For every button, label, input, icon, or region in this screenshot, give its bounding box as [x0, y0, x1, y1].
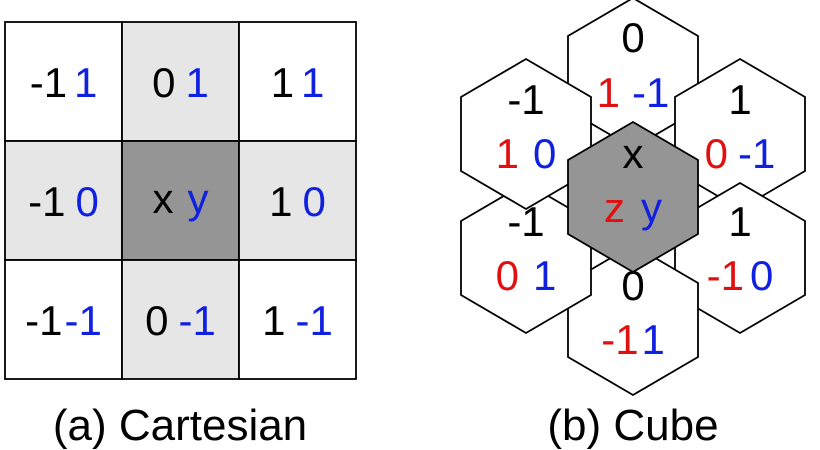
cartesian-cell-bottom-center [121, 259, 240, 380]
cube-y: -1 [738, 130, 775, 177]
cartesian-dy: -1 [179, 297, 216, 344]
cube-x-label: 1 [728, 198, 751, 245]
cartesian-dx: -1 [25, 297, 62, 344]
cube-zy-label: 1 -1 [597, 69, 670, 116]
cube-zy-label: 0 -1 [705, 130, 776, 177]
cube-y: 1 [641, 316, 664, 363]
cube-z: 0 [705, 130, 728, 177]
cartesian-dx: 0 [152, 59, 175, 106]
cube-z: -1 [707, 252, 744, 299]
hex-center [567, 120, 699, 274]
cube-x-label: -1 [507, 198, 544, 245]
cartesian-dy: 1 [74, 59, 97, 106]
cube-y: 0 [533, 130, 556, 177]
cartesian-dy: 0 [76, 178, 99, 225]
cartesian-dy: y [188, 175, 209, 222]
cartesian-cell-top-right [238, 21, 357, 142]
cube-z: 0 [496, 252, 519, 299]
cube-z: 1 [597, 69, 620, 116]
cartesian-label: -1 0 [28, 178, 99, 225]
cartesian-label: 0 -1 [145, 297, 216, 344]
cartesian-dx: -1 [28, 178, 65, 225]
cartesian-label: -1 1 [30, 59, 98, 106]
cube-x-label: 0 [621, 262, 644, 309]
cube-y: 0 [750, 252, 773, 299]
cartesian-label: 1 -1 [262, 297, 333, 344]
cube-zy-label: -1 0 [707, 252, 774, 299]
cartesian-label: -1-1 [25, 297, 102, 344]
cartesian-cell-center [121, 140, 240, 261]
cube-z: 1 [496, 130, 519, 177]
cartesian-dx: x [153, 175, 174, 222]
cube-x-label: 1 [728, 76, 751, 123]
cartesian-cell-top-center [121, 21, 240, 142]
cartesian-dy: -1 [65, 297, 102, 344]
cartesian-cell-middle-right [238, 140, 357, 261]
cube-y: 1 [533, 252, 556, 299]
cartesian-dx: 0 [145, 297, 168, 344]
cartesian-cell-bottom-right [238, 259, 357, 380]
cartesian-dy: 0 [303, 178, 326, 225]
cartesian-cell-top-left [4, 21, 123, 142]
cartesian-dy: 1 [186, 59, 209, 106]
cube-zy-label: -1 1 [601, 316, 665, 363]
cube-z: -1 [601, 316, 637, 363]
cube-center-x: x [623, 130, 644, 177]
cartesian-cell-middle-left [4, 140, 123, 261]
cube-center-y: y [641, 184, 662, 231]
cube-center-z: z [604, 184, 625, 231]
cube-x-label: 0 [621, 14, 644, 61]
cube-y: -1 [632, 69, 669, 116]
cartesian-dx: 1 [262, 297, 285, 344]
cartesian-dy: 1 [301, 59, 324, 106]
cartesian-dx: -1 [30, 59, 66, 106]
cube-caption: (b) Cube [547, 401, 718, 450]
cartesian-cell-bottom-left [4, 259, 123, 380]
cartesian-caption: (a) Cartesian [53, 401, 307, 450]
cube-x-label: -1 [507, 76, 544, 123]
hex-top-left [460, 57, 592, 211]
cartesian-dx: 1 [271, 59, 293, 106]
cartesian-dy: -1 [296, 297, 333, 344]
cartesian-dx: 1 [269, 178, 292, 225]
